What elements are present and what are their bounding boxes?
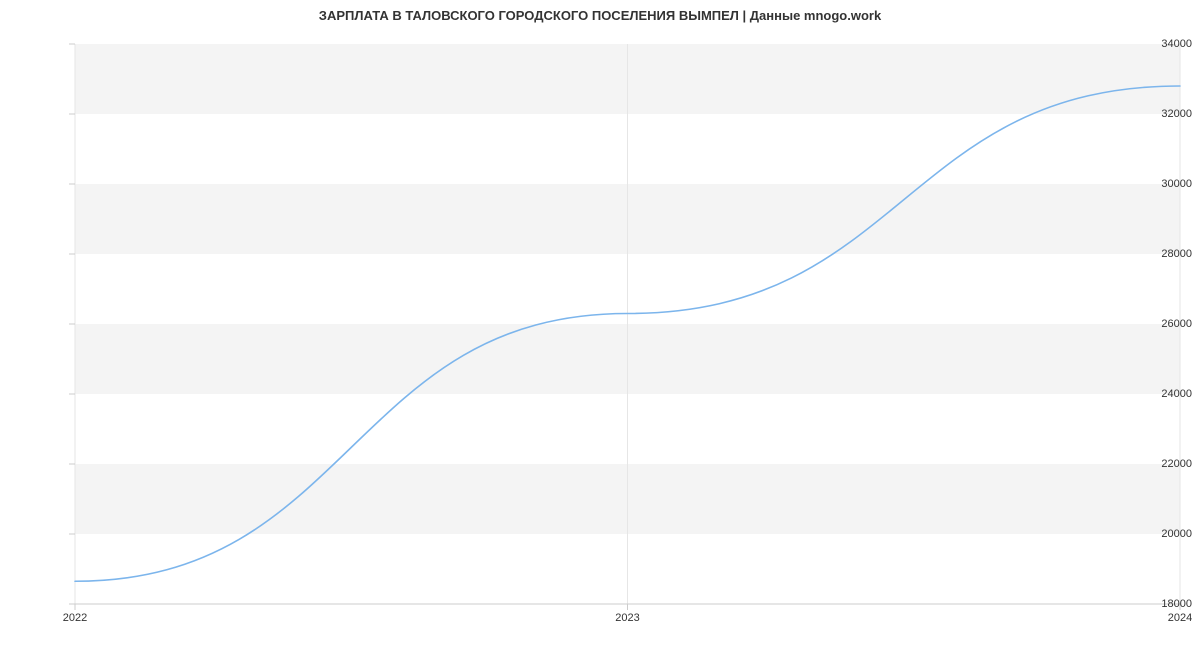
- y-tick-label: 18000: [1119, 598, 1192, 610]
- y-tick-label: 22000: [1119, 458, 1192, 470]
- y-tick-label: 32000: [1119, 108, 1192, 120]
- y-tick-label: 30000: [1119, 178, 1192, 190]
- chart-svg: [0, 0, 1200, 650]
- y-tick-label: 26000: [1119, 318, 1192, 330]
- y-tick-label: 20000: [1119, 528, 1192, 540]
- x-tick-label: 2024: [1168, 612, 1192, 624]
- x-tick-label: 2022: [63, 612, 87, 624]
- y-tick-label: 34000: [1119, 38, 1192, 50]
- x-tick-label: 2023: [615, 612, 639, 624]
- line-chart: ЗАРПЛАТА В ТАЛОВСКОГО ГОРОДСКОГО ПОСЕЛЕН…: [0, 0, 1200, 650]
- y-tick-label: 28000: [1119, 248, 1192, 260]
- y-tick-label: 24000: [1119, 388, 1192, 400]
